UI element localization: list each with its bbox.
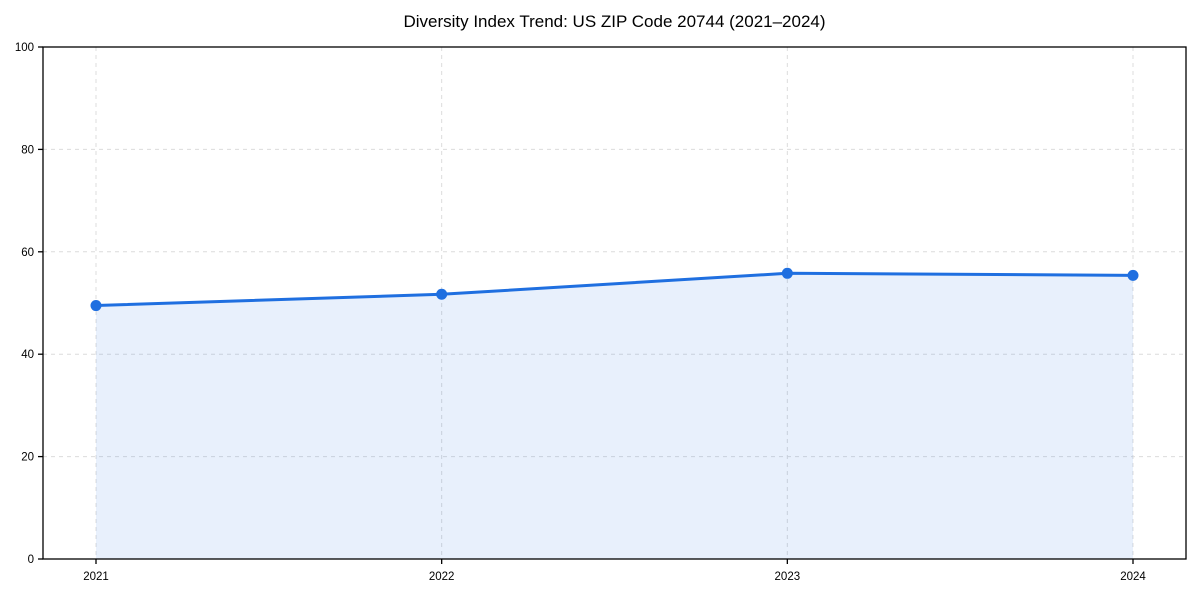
data-point-2024 — [1127, 269, 1139, 281]
x-tick-label-2023: 2023 — [775, 571, 801, 583]
x-tick-label-2022: 2022 — [429, 571, 455, 583]
y-tick-label-80: 80 — [21, 144, 34, 156]
trend-line — [95, 271, 1134, 308]
x-tick-label-2021: 2021 — [83, 571, 109, 583]
y-tick-label-60: 60 — [21, 247, 34, 259]
y-tick-label-40: 40 — [21, 349, 34, 361]
data-point-2023 — [781, 267, 793, 279]
data-point-2022 — [436, 288, 448, 300]
tick-labels-layer: 0 20 40 60 80 100 2021 2022 2023 2024 — [15, 42, 1147, 583]
chart-title: Diversity Index Trend: US ZIP Code 20744… — [403, 12, 826, 31]
data-points-layer — [90, 267, 1139, 312]
area-fill — [96, 273, 1133, 559]
trend-line-layer — [95, 271, 1134, 308]
data-point-2021 — [90, 300, 102, 312]
y-tick-label-0: 0 — [28, 554, 34, 566]
y-tick-label-20: 20 — [21, 452, 34, 464]
plot-frame — [42, 46, 1187, 560]
ticks-layer — [38, 46, 1134, 564]
plot-frame-layer — [42, 46, 1187, 560]
x-tick-label-2024: 2024 — [1120, 571, 1146, 583]
area-fill-layer — [96, 273, 1133, 559]
y-tick-label-100: 100 — [15, 42, 34, 54]
